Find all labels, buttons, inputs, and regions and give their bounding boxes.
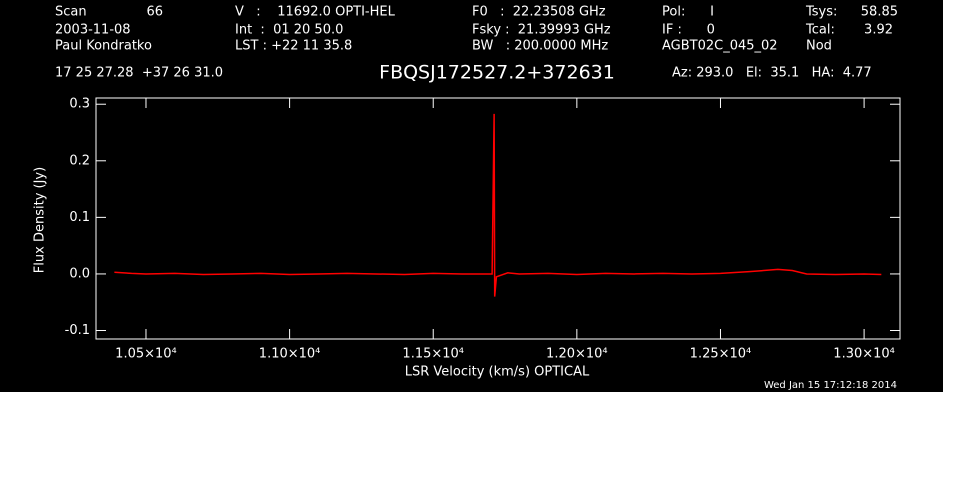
header-field: 2003-11-08 — [55, 23, 131, 38]
header-field: Scan — [55, 5, 87, 20]
y-tick-label: 0.2 — [69, 153, 90, 168]
x-tick-label: 1.30×10⁴ — [833, 347, 895, 362]
header-field: Pol: I — [662, 5, 714, 20]
header-field: BW : 200.0000 MHz — [472, 39, 608, 54]
y-tick-label: 0.0 — [69, 266, 90, 281]
header-field: AGBT02C_045_02 — [662, 39, 778, 54]
y-tick-label: 0.3 — [69, 97, 90, 112]
header-field: LST : +22 11 35.8 — [235, 39, 352, 54]
spectrum-line — [114, 113, 882, 297]
header-field: IF : 0 — [662, 23, 715, 38]
y-tick-label: 0.1 — [69, 210, 90, 225]
x-axis-label: LSR Velocity (km/s) OPTICAL — [405, 365, 590, 380]
header-field: V : 11692.0 OPTI-HEL — [235, 5, 396, 20]
header-field: 17 25 27.28 +37 26 31.0 — [55, 66, 223, 81]
chart-title: FBQSJ172527.2+372631 — [379, 62, 615, 84]
timestamp: Wed Jan 15 17:12:18 2014 — [764, 380, 897, 391]
header-field: Paul Kondratko — [55, 39, 152, 54]
plot-frame — [95, 97, 901, 340]
header-field: 58.85 — [861, 5, 898, 20]
header-field: 3.92 — [864, 23, 893, 38]
header-field: Az: 293.0 El: 35.1 HA: 4.77 — [672, 66, 872, 81]
header-field: 66 — [146, 5, 163, 20]
header-field: Tsys: — [805, 5, 837, 20]
x-tick-label: 1.20×10⁴ — [546, 347, 608, 362]
header-field: F0 : 22.23508 GHz — [472, 5, 606, 20]
header-field: Fsky : 21.39993 GHz — [472, 23, 611, 38]
header-field: Int : 01 20 50.0 — [235, 23, 343, 38]
x-tick-label: 1.05×10⁴ — [115, 347, 177, 362]
background — [0, 0, 943, 392]
y-axis-label: Flux Density (Jy) — [33, 167, 48, 273]
header-field: Nod — [806, 39, 832, 54]
x-tick-label: 1.10×10⁴ — [259, 347, 321, 362]
x-tick-label: 1.25×10⁴ — [690, 347, 752, 362]
y-tick-label: -0.1 — [65, 323, 90, 338]
header-field: Tcal: — [805, 23, 835, 38]
x-tick-label: 1.15×10⁴ — [402, 347, 464, 362]
